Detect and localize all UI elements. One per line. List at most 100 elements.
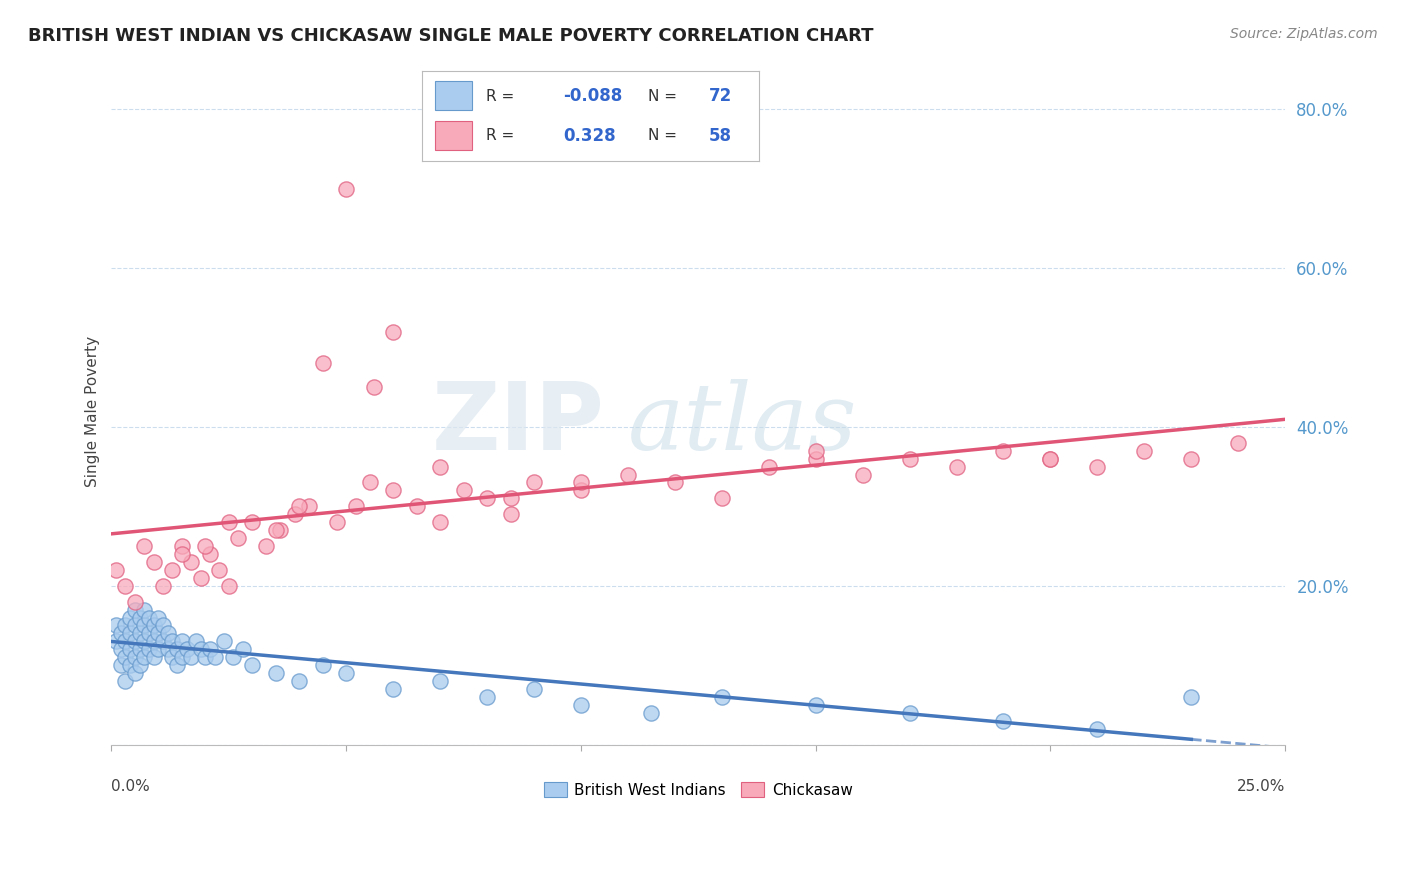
Point [142, 618, 165, 632]
Point [569, 483, 592, 498]
Point [152, 618, 174, 632]
Point [804, 698, 827, 712]
Point [166, 658, 188, 673]
Point [152, 634, 174, 648]
Point [134, 602, 156, 616]
Point [162, 634, 184, 648]
Point [120, 610, 142, 624]
Point [138, 642, 160, 657]
Point [124, 634, 146, 648]
Text: Source: ZipAtlas.com: Source: ZipAtlas.com [1230, 27, 1378, 41]
Point [429, 674, 451, 689]
Text: 0.328: 0.328 [564, 127, 616, 145]
Point [152, 579, 174, 593]
Point [363, 380, 385, 394]
Point [405, 500, 427, 514]
Text: R =: R = [486, 89, 519, 103]
Point [804, 451, 827, 466]
Point [110, 626, 132, 640]
Point [382, 325, 405, 339]
Point [218, 579, 240, 593]
FancyBboxPatch shape [436, 121, 472, 150]
Point [120, 626, 142, 640]
Point [312, 658, 335, 673]
Point [475, 491, 498, 506]
Point [148, 642, 170, 657]
Point [176, 642, 198, 657]
Point [1039, 451, 1062, 466]
Text: R =: R = [486, 128, 519, 143]
Point [134, 634, 156, 648]
Point [335, 181, 357, 195]
Point [382, 681, 405, 696]
Point [335, 666, 357, 681]
Point [156, 642, 179, 657]
Text: N =: N = [648, 89, 682, 103]
Point [344, 500, 367, 514]
Point [240, 658, 263, 673]
Point [898, 706, 921, 720]
Point [993, 443, 1015, 458]
Point [208, 563, 231, 577]
Point [128, 626, 150, 640]
Y-axis label: Single Male Poverty: Single Male Poverty [86, 335, 100, 486]
Point [156, 626, 179, 640]
Point [283, 508, 305, 522]
Point [184, 634, 207, 648]
Point [240, 515, 263, 529]
Point [128, 658, 150, 673]
Text: -0.088: -0.088 [564, 87, 623, 105]
Point [124, 650, 146, 665]
Point [114, 618, 136, 632]
Point [226, 531, 249, 545]
Point [1087, 459, 1109, 474]
Point [297, 500, 319, 514]
Point [162, 563, 184, 577]
Point [194, 650, 217, 665]
Point [138, 610, 160, 624]
Point [1087, 722, 1109, 736]
Point [359, 475, 381, 490]
Point [453, 483, 475, 498]
Point [105, 634, 128, 648]
Text: 25.0%: 25.0% [1237, 780, 1285, 794]
Text: BRITISH WEST INDIAN VS CHICKASAW SINGLE MALE POVERTY CORRELATION CHART: BRITISH WEST INDIAN VS CHICKASAW SINGLE … [28, 27, 873, 45]
Point [1133, 443, 1156, 458]
Point [429, 459, 451, 474]
Point [114, 634, 136, 648]
Point [134, 618, 156, 632]
Point [804, 443, 827, 458]
Point [138, 626, 160, 640]
Point [166, 642, 188, 657]
Point [198, 642, 221, 657]
Point [180, 555, 202, 569]
Point [852, 467, 875, 482]
Point [269, 523, 291, 537]
Point [170, 539, 193, 553]
Point [499, 508, 522, 522]
Point [710, 491, 733, 506]
Point [382, 483, 405, 498]
Point [128, 610, 150, 624]
Point [222, 650, 245, 665]
Point [114, 650, 136, 665]
Point [993, 714, 1015, 728]
Point [142, 555, 165, 569]
Point [120, 658, 142, 673]
Point [110, 642, 132, 657]
Point [148, 626, 170, 640]
Point [124, 666, 146, 681]
Text: ZIP: ZIP [432, 378, 605, 470]
Point [1227, 435, 1250, 450]
Point [180, 650, 202, 665]
Point [523, 475, 546, 490]
Point [232, 642, 254, 657]
Point [170, 547, 193, 561]
Text: N =: N = [648, 128, 682, 143]
Point [105, 563, 128, 577]
Point [288, 500, 311, 514]
Point [710, 690, 733, 704]
Text: 58: 58 [709, 127, 731, 145]
Point [170, 650, 193, 665]
Point [1039, 451, 1062, 466]
